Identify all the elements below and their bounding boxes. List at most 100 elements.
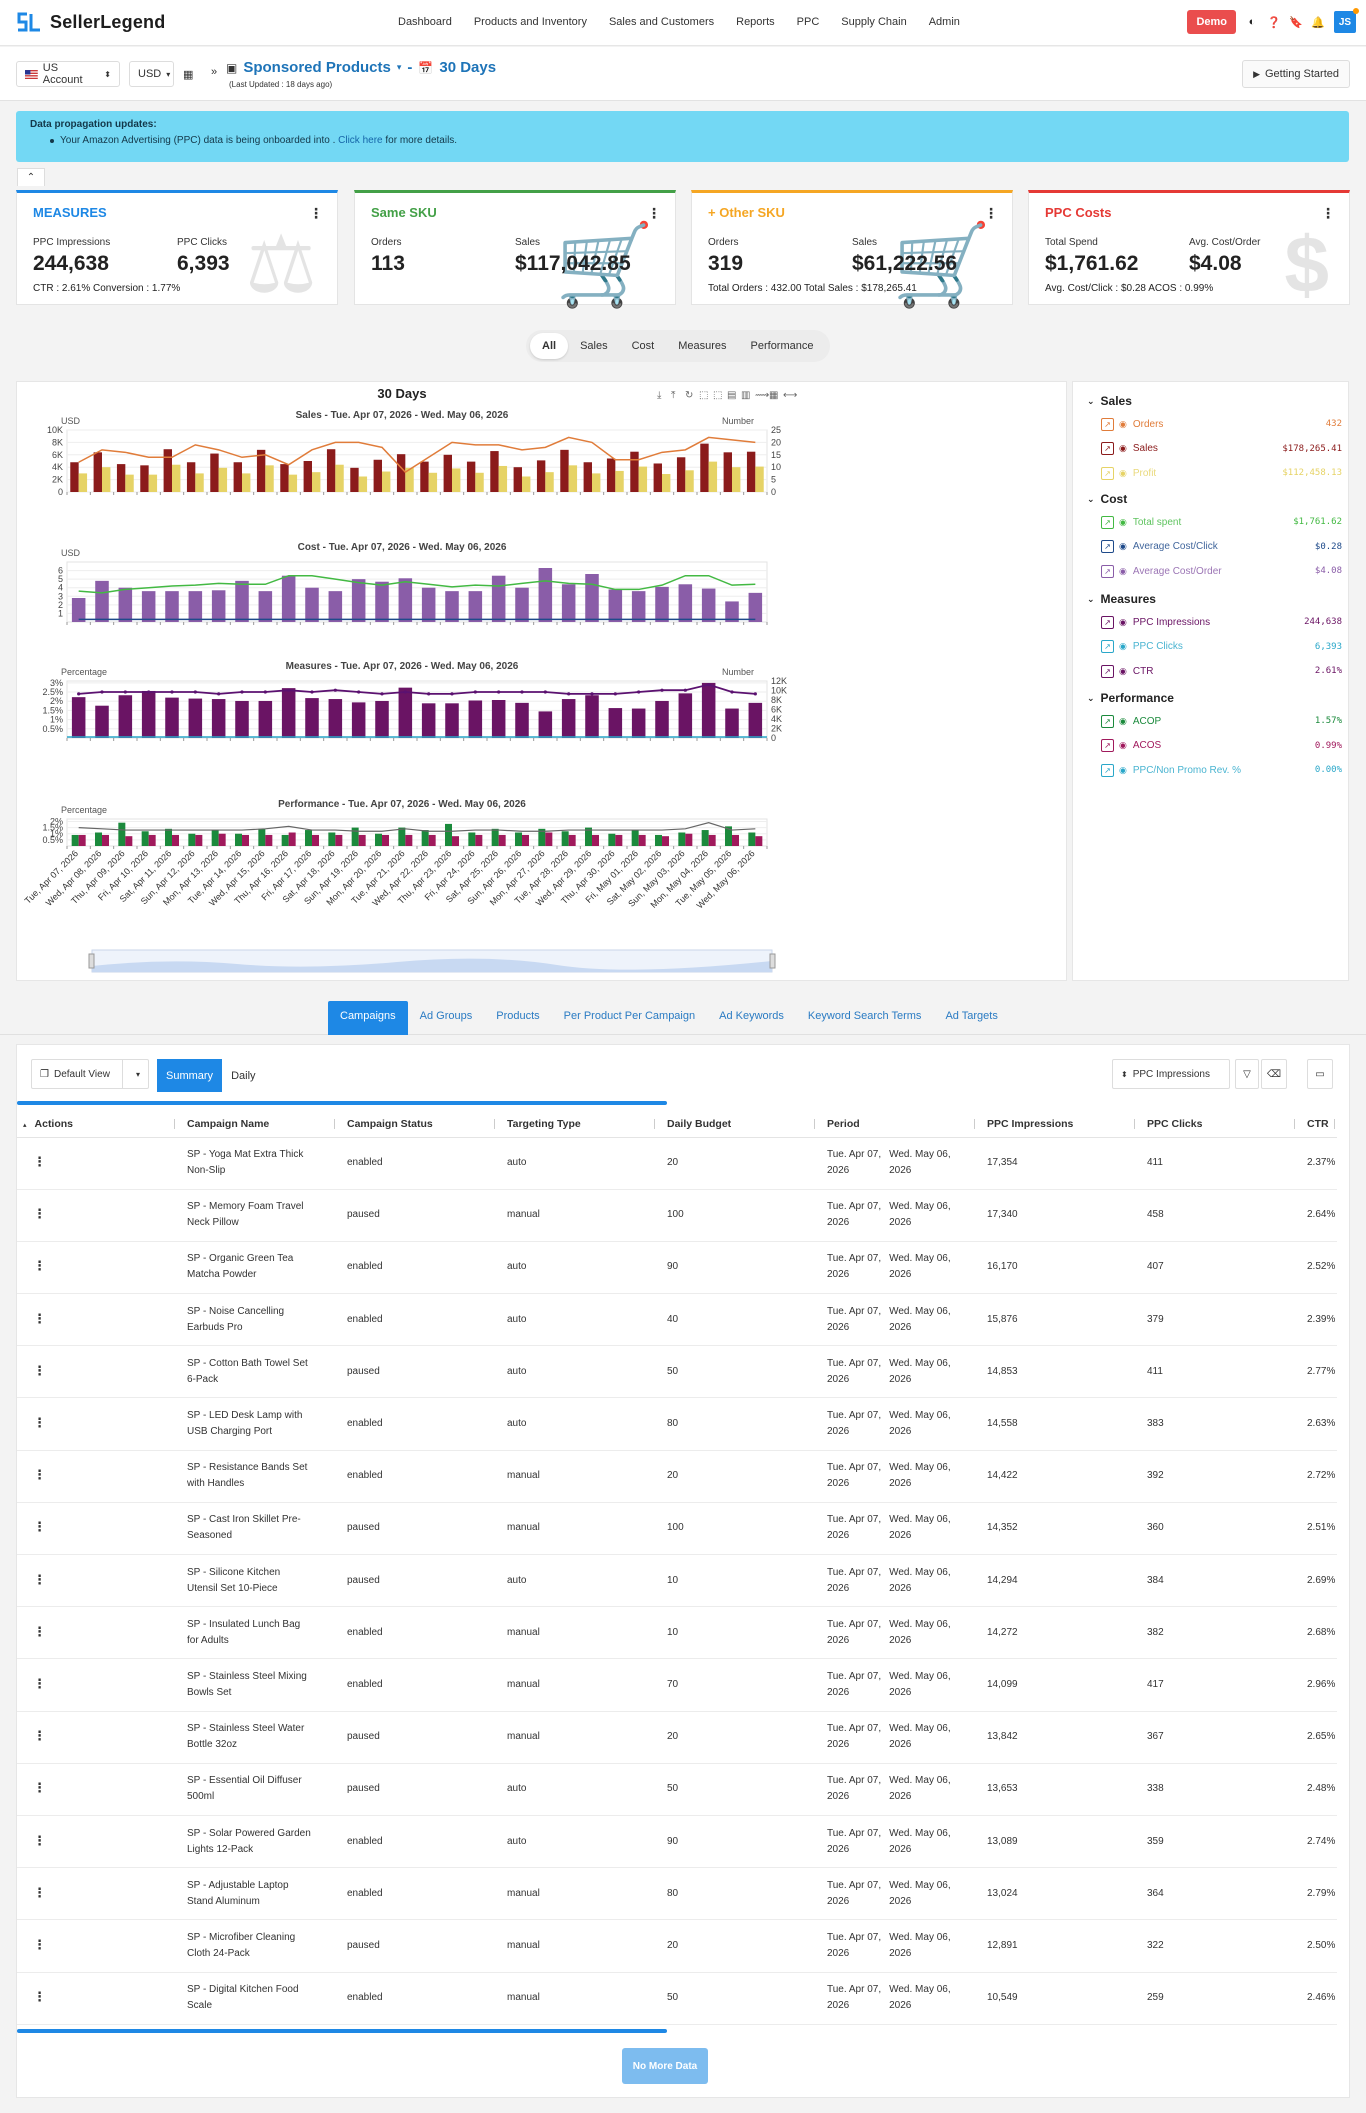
legend-group-header[interactable]: ⌄ Performance [1087,691,1350,705]
legend-item[interactable]: ↗ ◉ Average Cost/Order $4.08 [1101,559,1342,584]
table-row[interactable]: ⋮ SP - Microfiber Cleaning Cloth 24-Pack pa… [17,1919,1337,1973]
campaign-name-cell[interactable]: SP - Silicone Kitchen Utensil Set 10-Piec… [177,1554,337,1608]
legend-item[interactable]: ↗ ◉ ACOP 1.57% [1101,709,1342,734]
table-row[interactable]: ⋮ SP - Organic Green Tea Matcha Powder enab… [17,1241,1337,1295]
campaign-name-cell[interactable]: SP - Adjustable Laptop Stand Aluminum [177,1867,337,1921]
column-header[interactable]: Daily Budget [657,1111,817,1138]
nav-item-ppc[interactable]: PPC [796,16,820,28]
chart-tool-icon[interactable]: ⤓ [657,390,662,401]
row-actions-icon[interactable]: ⋮ [33,1310,46,1326]
row-actions-icon[interactable]: ⋮ [33,1780,46,1796]
tab-per-product-per-campaign[interactable]: Per Product Per Campaign [563,1010,696,1022]
row-actions-icon[interactable]: ⋮ [33,1206,46,1222]
legend-item[interactable]: ↗ ◉ PPC Clicks 6,393 [1101,635,1342,660]
clear-filter-icon[interactable]: ⌫ [1261,1059,1287,1089]
column-header[interactable]: Period [817,1111,977,1138]
table-row[interactable]: ⋮ SP - Noise Cancelling Earbuds Pro enabled… [17,1293,1337,1347]
pill-measures[interactable]: Measures [678,340,727,352]
filter-icon[interactable]: ▽ [1235,1059,1259,1089]
row-actions-icon[interactable]: ⋮ [33,1832,46,1848]
campaign-name-cell[interactable]: SP - Resistance Bands Set with Handles [177,1450,337,1503]
chart-tool-icon[interactable]: ⟷ [783,390,797,401]
eye-icon[interactable]: ◉ [1119,764,1127,775]
legend-item[interactable]: ↗ ◉ Total spent $1,761.62 [1101,510,1342,535]
line-chart-toggle-icon[interactable]: ↗ [1101,739,1114,753]
legend-item[interactable]: ↗ ◉ PPC/Non Promo Rev. % 0.00% [1101,758,1342,783]
line-chart-toggle-icon[interactable]: ↗ [1101,640,1114,654]
row-actions-icon[interactable]: ⋮ [33,1728,46,1744]
pill-all[interactable]: All [530,333,569,359]
avatar[interactable]: JS [1334,8,1359,33]
eye-icon[interactable]: ◉ [1119,740,1127,751]
sort-metric-select[interactable]: ⬍ PPC Impressions [1112,1059,1230,1089]
help-icon[interactable]: ❓ [1267,16,1281,29]
chart-tool-icon[interactable]: ⬚ [713,390,722,401]
chart-tool-icon[interactable]: ⬚ [699,390,708,401]
campaign-name-cell[interactable]: SP - Essential Oil Diffuser 500ml [177,1763,337,1816]
legend-group-header[interactable]: ⌄ Cost [1087,492,1350,506]
eye-icon[interactable]: ◉ [1119,641,1127,652]
eye-icon[interactable]: ◉ [1119,516,1127,527]
row-actions-icon[interactable]: ⋮ [33,1936,46,1952]
tab-products[interactable]: Products [496,1010,540,1022]
page-title[interactable]: ▣ Sponsored Products ▾ - 📅 30 Days [226,59,497,76]
tab-ad-groups[interactable]: Ad Groups [419,1010,473,1022]
calculator-icon[interactable]: ▦ [180,61,200,87]
column-header[interactable]: Campaign Status [337,1111,497,1138]
chart-tool-icon[interactable]: ▤ [727,390,736,401]
chevron-down-icon[interactable]: ▾ [135,1069,140,1079]
legend-item[interactable]: ↗ ◉ Orders 432 [1101,412,1342,437]
table-row[interactable]: ⋮ SP - Memory Foam Travel Neck Pillow pause… [17,1189,1337,1242]
row-actions-icon[interactable]: ⋮ [33,1467,46,1483]
chart-tool-icon[interactable]: ⤒ [671,390,676,401]
eye-icon[interactable]: ◉ [1119,565,1127,576]
line-chart-toggle-icon[interactable]: ↗ [1101,540,1114,554]
kebab-menu-icon[interactable]: ⋮ [984,205,998,221]
bell-icon[interactable]: 🔔 [1311,16,1325,29]
column-header[interactable]: Campaign Name [177,1111,337,1138]
row-actions-icon[interactable]: ⋮ [33,1623,46,1639]
table-row[interactable]: ⋮ SP - Solar Powered Garden Lights 12-Pack… [17,1815,1337,1869]
kebab-menu-icon[interactable]: ⋮ [309,205,323,221]
campaign-name-cell[interactable]: SP - Organic Green Tea Matcha Powder [177,1241,337,1295]
column-header[interactable]: CTR [1297,1111,1337,1138]
default-view-select[interactable]: ❐ Default View ▾ [31,1059,149,1089]
line-chart-toggle-icon[interactable]: ↗ [1101,763,1114,777]
table-row[interactable]: ⋮ SP - Stainless Steel Water Bottle 32oz pa… [17,1711,1337,1764]
account-select[interactable]: US Account ⬍ [16,61,120,87]
column-header[interactable]: ▴ Actions [17,1111,177,1138]
legend-item[interactable]: ↗ ◉ Average Cost/Click $0.28 [1101,535,1342,560]
summary-button[interactable]: Summary [157,1059,223,1092]
table-row[interactable]: ⋮ SP - Cotton Bath Towel Set 6-Pack paused a… [17,1345,1337,1399]
nav-item-supply-chain[interactable]: Supply Chain [841,16,907,28]
nav-item-products-and-inventory[interactable]: Products and Inventory [473,16,587,28]
alert-link[interactable]: Click here [338,135,383,146]
eye-icon[interactable]: ◉ [1119,443,1127,454]
nav-item-sales-and-customers[interactable]: Sales and Customers [608,16,715,28]
line-chart-toggle-icon[interactable]: ↗ [1101,466,1114,480]
tab-campaigns[interactable]: Campaigns [328,1001,408,1035]
line-chart-toggle-icon[interactable]: ↗ [1101,714,1114,728]
legend-item[interactable]: ↗ ◉ PPC Impressions 244,638 [1101,610,1342,635]
campaign-name-cell[interactable]: SP - LED Desk Lamp with USB Charging Port [177,1397,337,1451]
line-chart-toggle-icon[interactable]: ↗ [1101,564,1114,578]
campaign-name-cell[interactable]: SP - Solar Powered Garden Lights 12-Pack [177,1815,337,1869]
table-row[interactable]: ⋮ SP - Stainless Steel Mixing Bowls Set ena… [17,1658,1337,1712]
table-row[interactable]: ⋮ SP - Essential Oil Diffuser 500ml paused a… [17,1763,1337,1816]
legend-group-header[interactable]: ⌄ Measures [1087,592,1350,606]
eye-icon[interactable]: ◉ [1119,541,1127,552]
eye-icon[interactable]: ◉ [1119,418,1127,429]
campaign-name-cell[interactable]: SP - Memory Foam Travel Neck Pillow [177,1189,337,1242]
row-actions-icon[interactable]: ⋮ [33,1884,46,1900]
nav-item-admin[interactable]: Admin [928,16,960,28]
pill-sales[interactable]: Sales [580,340,608,352]
folder-icon[interactable]: ▭ [1307,1059,1333,1089]
row-actions-icon[interactable]: ⋮ [33,1362,46,1378]
legend-item[interactable]: ↗ ◉ Profit $112,458.13 [1101,461,1342,486]
line-chart-toggle-icon[interactable]: ↗ [1101,417,1114,431]
legend-item[interactable]: ↗ ◉ ACOS 0.99% [1101,734,1342,759]
column-header[interactable]: PPC Impressions [977,1111,1137,1138]
currency-select[interactable]: USD ▾ [129,61,174,87]
daily-button[interactable]: Daily [231,1069,256,1082]
chart-tool-icon[interactable]: ⟿ [755,390,769,401]
